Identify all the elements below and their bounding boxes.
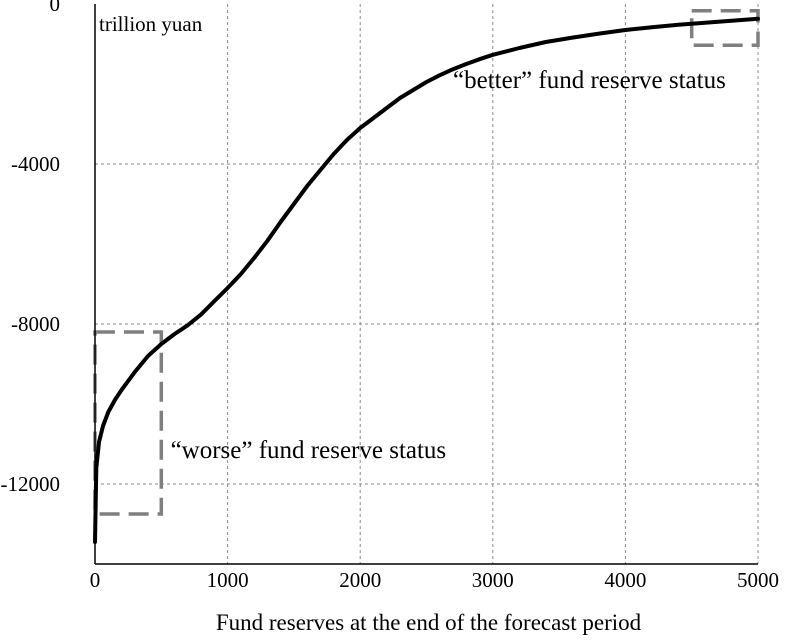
highlight-box-0 (93, 330, 164, 516)
x-tick-label-3: 3000 (472, 568, 514, 592)
annotation-1: “worse” fund reserve status (171, 437, 447, 464)
highlight-boxes (93, 9, 760, 516)
x-tick-label-4: 4000 (604, 568, 646, 592)
series-line-0 (93, 16, 760, 544)
x-tick-label-5: 5000 (737, 568, 779, 592)
x-axis-label: Fund reserves at the end of the forecast… (216, 610, 642, 635)
x-tick-label-1: 1000 (207, 568, 249, 592)
annotations: “better” fund reserve status “worse” fund… (171, 67, 726, 464)
tick-labels: 0 1000 2000 3000 4000 5000 0 -4000 -8000 -12000 (1, 0, 780, 592)
annotation-0: “better” fund reserve status (453, 67, 726, 94)
y-tick-label-3: -12000 (1, 472, 61, 496)
y-tick-label-0: 0 (50, 0, 61, 16)
y-tick-label-1: -4000 (11, 152, 60, 176)
y-axis-label: trillion yuan (99, 12, 203, 36)
y-tick-label-2: -8000 (11, 312, 60, 336)
highlight-box-1 (689, 9, 760, 47)
grid (95, 4, 759, 564)
series-group (93, 16, 760, 544)
x-tick-label-2: 2000 (339, 568, 381, 592)
x-tick-label-0: 0 (90, 568, 101, 592)
